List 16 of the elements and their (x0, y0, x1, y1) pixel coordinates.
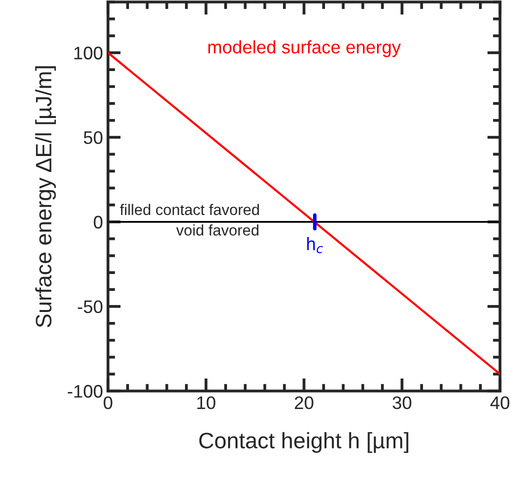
annotation: filled contact favored (120, 204, 259, 216)
x-tick-label: 10 (197, 396, 216, 410)
x-tick-label: 0 (104, 396, 112, 410)
y-tick-label: 100 (74, 46, 102, 60)
x-tick-label: 40 (490, 396, 510, 410)
y-tick-label: -100 (68, 384, 102, 398)
x-tick-label: 30 (392, 396, 412, 410)
y-tick-label: 50 (84, 131, 102, 144)
x-tick-label: 20 (294, 396, 314, 410)
x-axis-title: Contact height h [µm] (199, 432, 408, 453)
y-tick-label: 0 (94, 216, 102, 229)
annotation: h$_{c}$ (307, 236, 323, 254)
y-axis-title: Surface energy ΔE/l [µJ/m] (35, 66, 56, 328)
annotation: void favored (176, 224, 258, 236)
y-tick-label: -50 (78, 300, 102, 314)
text: modeled surface energy (208, 40, 401, 58)
